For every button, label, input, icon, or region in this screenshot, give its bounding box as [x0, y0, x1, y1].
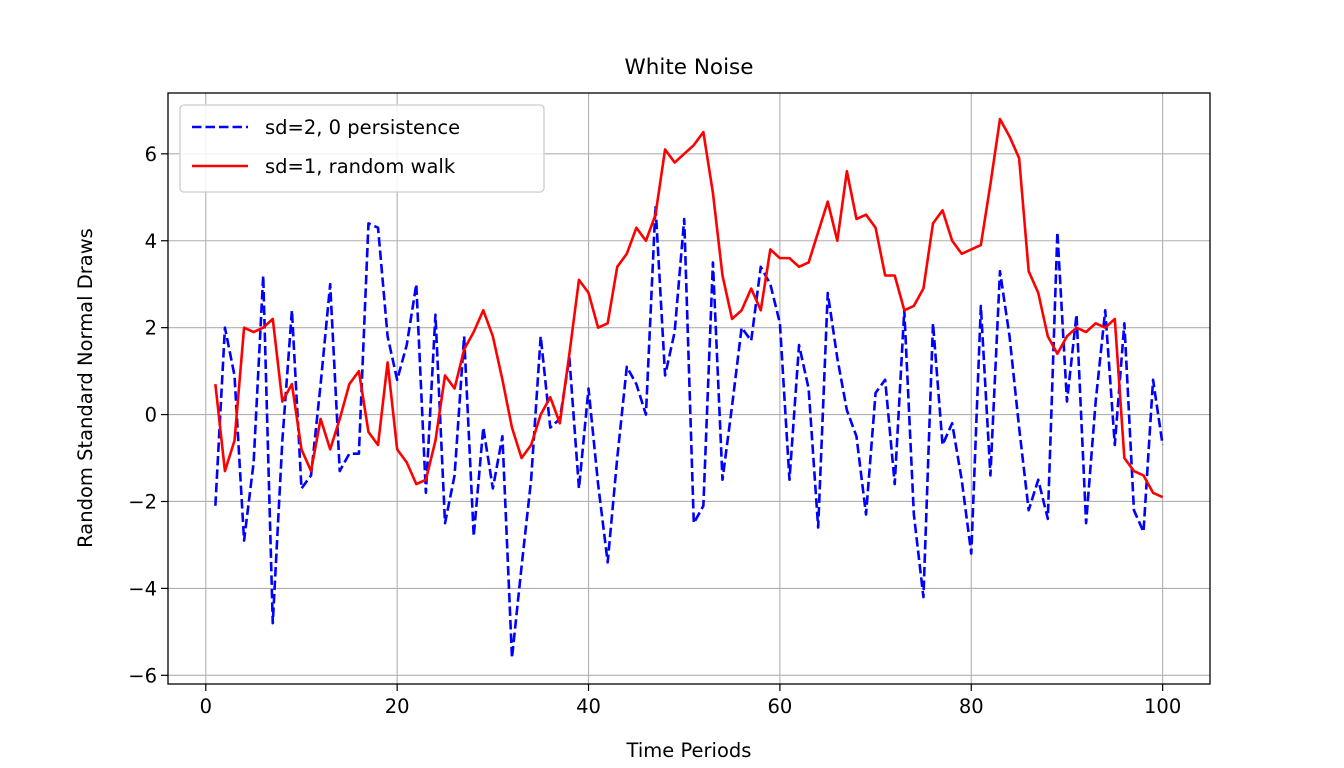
y-axis-ticks: −6 −4 −2 0 2 4 6 — [128, 143, 168, 687]
series-line-noise — [214, 204, 1164, 660]
x-tick-label: 60 — [767, 695, 792, 718]
legend-box — [179, 104, 545, 193]
x-tick-label: 80 — [959, 695, 984, 718]
series-layer — [214, 117, 1164, 660]
x-tick-label: 100 — [1144, 695, 1181, 718]
plot-frame — [167, 92, 1211, 685]
x-tick-label: 20 — [385, 695, 410, 718]
legend-label-noise: sd=2, 0 persistence — [265, 116, 460, 139]
y-tick-label: −4 — [128, 577, 157, 600]
y-tick-label: 0 — [145, 404, 157, 427]
x-axis-ticks: 0 20 40 60 80 100 — [200, 684, 1181, 718]
legend: sd=2, 0 persistence sd=1, random walk — [179, 104, 545, 193]
y-tick-label: 2 — [145, 317, 157, 340]
x-tick-label: 40 — [576, 695, 601, 718]
y-tick-label: 6 — [145, 143, 157, 166]
y-tick-label: −6 — [128, 664, 157, 687]
x-axis-label: Time Periods — [626, 739, 752, 762]
y-axis-label: Random Standard Normal Draws — [74, 228, 97, 548]
x-tick-label: 0 — [200, 695, 212, 718]
legend-label-random-walk: sd=1, random walk — [265, 155, 456, 178]
chart-title: White Noise — [625, 55, 754, 80]
series-line-random-walk — [214, 117, 1164, 499]
y-tick-label: 4 — [145, 230, 157, 253]
y-tick-label: −2 — [128, 490, 157, 513]
grid-lines — [168, 93, 1210, 684]
